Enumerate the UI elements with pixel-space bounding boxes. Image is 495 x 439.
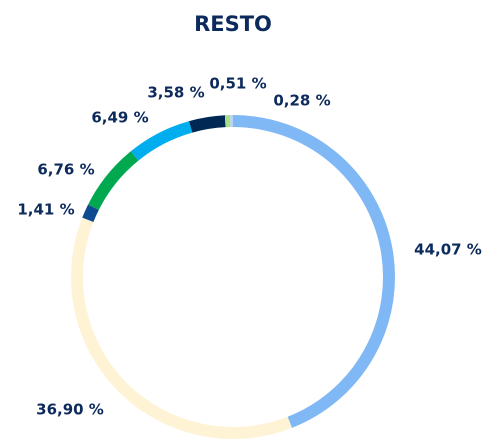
donut-segment: [71, 217, 292, 439]
data-label: 1,41 %: [17, 201, 74, 219]
data-label: 0,51 %: [209, 75, 266, 93]
donut-segment: [130, 121, 193, 161]
donut-segment: [189, 115, 226, 133]
donut-segment: [82, 204, 99, 223]
data-label: 6,49 %: [91, 109, 148, 127]
data-label: 0,28 %: [273, 92, 330, 110]
data-label: 36,90 %: [36, 401, 104, 419]
chart-title: RESTO: [194, 12, 272, 36]
data-label: 44,07 %: [414, 241, 482, 259]
donut-segment: [88, 151, 139, 211]
data-label: 3,58 %: [147, 84, 204, 102]
donut-segment: [232, 115, 395, 428]
data-label: 6,76 %: [37, 161, 94, 179]
